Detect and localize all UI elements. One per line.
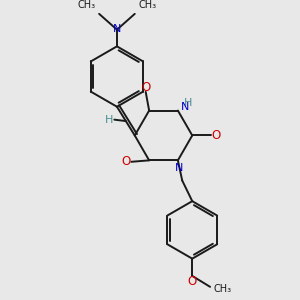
Text: H: H xyxy=(184,98,192,107)
Text: CH₃: CH₃ xyxy=(138,0,156,11)
Text: O: O xyxy=(122,155,131,168)
Text: O: O xyxy=(212,129,221,142)
Text: N: N xyxy=(181,102,189,112)
Text: O: O xyxy=(141,81,150,94)
Text: N: N xyxy=(175,163,184,172)
Text: O: O xyxy=(188,274,197,288)
Text: CH₃: CH₃ xyxy=(214,284,232,294)
Text: N: N xyxy=(113,24,121,34)
Text: H: H xyxy=(105,115,113,124)
Text: CH₃: CH₃ xyxy=(77,0,96,11)
